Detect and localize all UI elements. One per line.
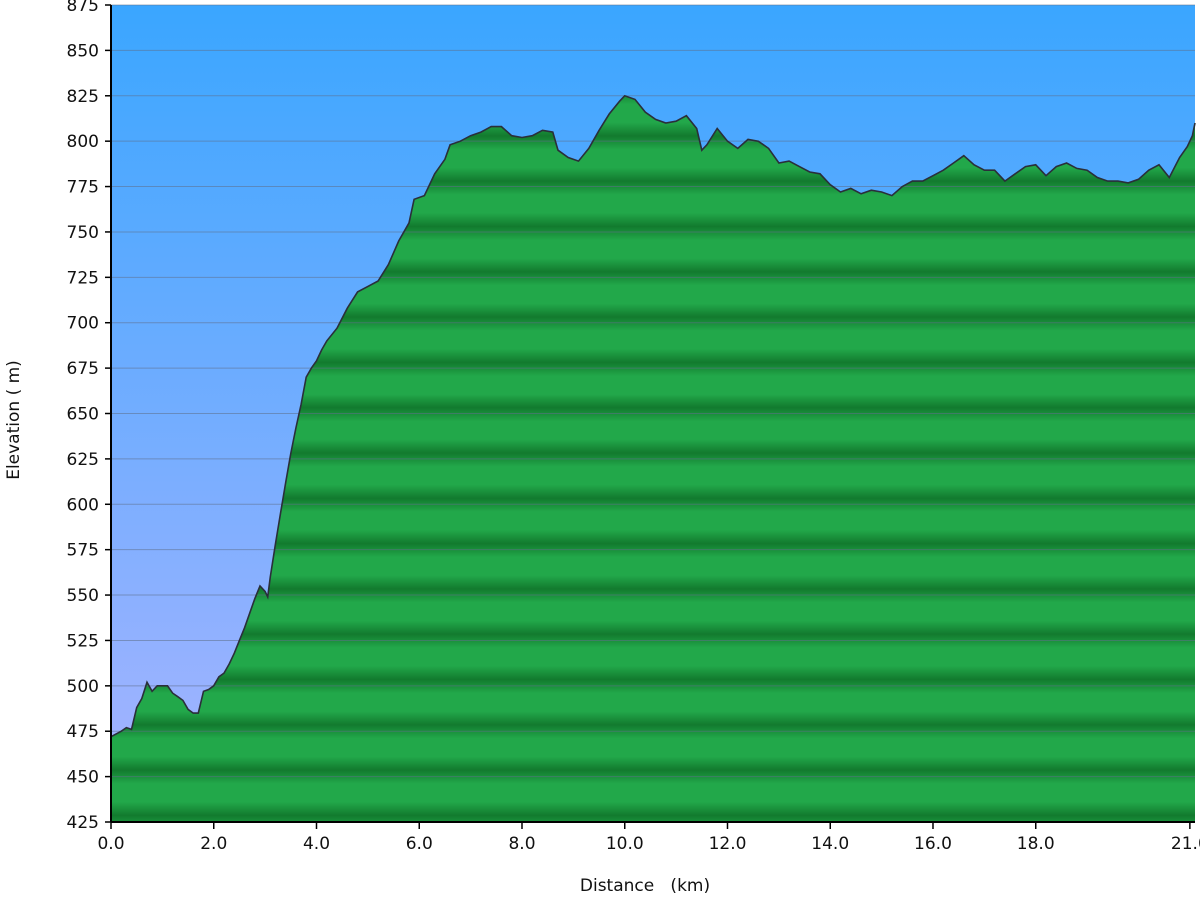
- y-tick-label: 775: [67, 178, 99, 198]
- y-tick-label: 675: [67, 359, 99, 379]
- x-tick-label: 2.0: [200, 834, 227, 854]
- y-tick-label: 575: [67, 541, 99, 561]
- x-tick-label: 10.0: [606, 834, 644, 854]
- gridlines: [111, 4, 1195, 778]
- x-tick-label: 21.0: [1171, 834, 1200, 854]
- x-axis-title: Distance (km): [580, 876, 710, 896]
- y-tick-label: 750: [67, 223, 99, 243]
- x-tick-label: 6.0: [406, 834, 433, 854]
- x-tick-label: 18.0: [1017, 834, 1055, 854]
- terrain-line: [110, 94, 1196, 738]
- y-tick-label: 500: [67, 677, 99, 697]
- x-tick-label: 4.0: [303, 834, 330, 854]
- y-axis-title: Elevation ( m): [4, 360, 24, 480]
- y-tick-label: 625: [67, 450, 99, 470]
- y-tick-label: 450: [67, 768, 99, 788]
- y-tick-label: 425: [67, 813, 99, 833]
- y-axis-tick-labels: 425 450 475 500 525 550 575 600 625 650 675 700 725 7…: [67, 0, 99, 833]
- y-tick-label: 725: [67, 268, 99, 288]
- x-tick-label: 16.0: [914, 834, 952, 854]
- y-tick-label: 600: [67, 495, 99, 515]
- y-tick-label: 550: [67, 586, 99, 606]
- x-axis-tick-labels: 0.0 2.0 4.0 6.0 8.0 10.0 12.0 14.0 16.0 18.0 21.0: [97, 834, 1200, 854]
- terrain-outline: [110, 94, 1196, 738]
- y-tick-label: 800: [67, 132, 99, 152]
- y-tick-label: 475: [67, 722, 99, 742]
- y-tick-label: 525: [67, 631, 99, 651]
- x-tick-label: 0.0: [97, 834, 124, 854]
- axes: [105, 4, 1195, 829]
- x-tick-label: 12.0: [709, 834, 747, 854]
- y-tick-label: 825: [67, 87, 99, 107]
- y-tick-label: 875: [67, 0, 99, 16]
- y-tick-label: 700: [67, 314, 99, 334]
- x-tick-label: 14.0: [811, 834, 849, 854]
- y-tick-label: 850: [67, 41, 99, 61]
- y-tick-label: 650: [67, 405, 99, 425]
- x-tick-label: 8.0: [508, 834, 535, 854]
